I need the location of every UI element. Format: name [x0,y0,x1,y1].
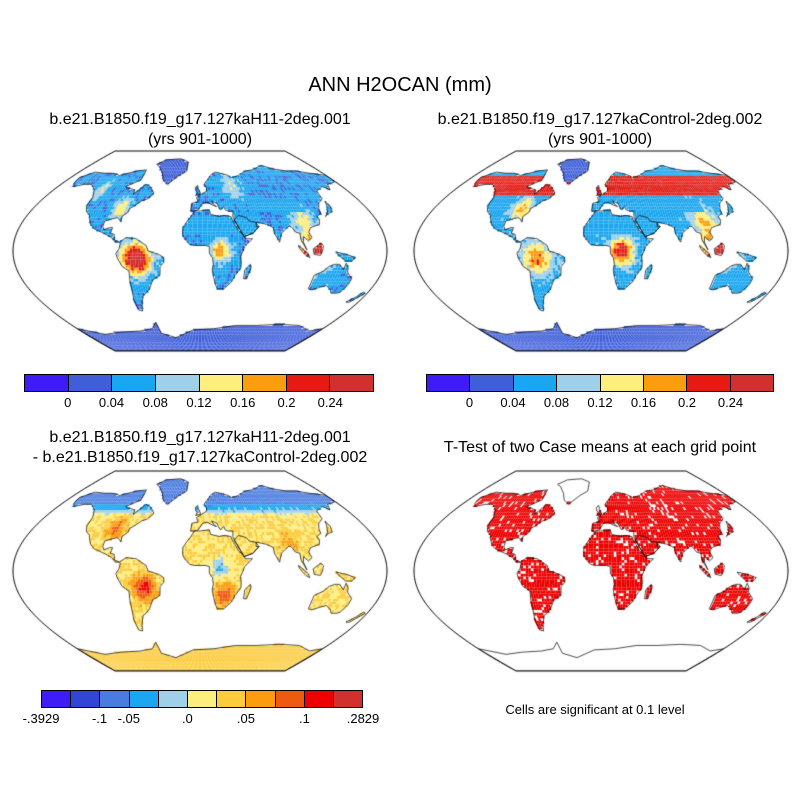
case-colorbar [24,374,374,392]
colorbar-tick-label: 0.12 [186,395,212,410]
colorbar-swatch [42,691,72,707]
control-years: (yrs 901-1000) [547,131,653,148]
colorbar-tick-label: 0.08 [543,395,570,410]
colorbar-swatch [275,691,305,707]
difference-colorbar [41,690,363,708]
colorbar-swatch [25,375,69,391]
case-name: b.e21.B1850.f19_g17.127kaH11-2deg.001 [49,111,351,128]
colorbar-tick-label: .05 [236,711,255,726]
difference-panel-title: b.e21.B1850.f19_g17.127kaH11-2deg.001 - … [0,428,400,468]
colorbar-swatch [643,375,688,391]
colorbar-swatch [187,691,218,707]
colorbar-tick-label: 0.16 [630,395,657,410]
colorbar-swatch [687,375,731,391]
colorbar-tick-label: -.05 [117,711,141,726]
significance-note: Cells are significant at 0.1 level [505,702,685,717]
colorbar-swatch [155,375,200,391]
difference-line1: b.e21.B1850.f19_g17.127kaH11-2deg.001 [49,429,351,446]
colorbar-swatch [730,375,773,391]
colorbar-swatch [71,691,101,707]
colorbar-tick-label: 0.24 [717,395,744,410]
colorbar-tick-label: 0.2 [677,395,697,410]
colorbar-swatch [600,375,644,391]
colorbar-swatch [129,691,159,707]
colorbar-tick-label: 0.24 [317,395,343,410]
colorbar-tick-label: -.3929 [22,711,60,726]
colorbar-swatch [427,375,471,391]
colorbar-swatch [158,691,188,707]
colorbar-swatch [217,691,247,707]
colorbar-tick-label: .1 [299,711,310,726]
main-title: ANN H2OCAN (mm) [308,74,492,96]
colorbar-tick-label: -.1 [91,711,108,726]
colorbar-swatch [286,375,331,391]
colorbar-swatch [246,691,276,707]
colorbar-tick-label: 0 [465,395,474,410]
colorbar-swatch [199,375,244,391]
control-name: b.e21.B1850.f19_g17.127kaControl-2deg.00… [437,111,763,128]
colorbar-swatch [557,375,601,391]
colorbar-swatch [513,375,558,391]
colorbar-swatch [68,375,113,391]
ttest-panel-title: T-Test of two Case means at each grid po… [400,438,800,458]
colorbar-tick-label: 0.2 [277,395,296,410]
case-years: (yrs 901-1000) [147,131,253,148]
colorbar-swatch [304,691,334,707]
case-panel-title: b.e21.B1850.f19_g17.127kaH11-2deg.001 (y… [0,110,400,150]
colorbar-swatch [100,691,130,707]
colorbar-swatch [112,375,156,391]
control-colorbar [426,374,774,392]
colorbar-swatch [243,375,287,391]
colorbar-tick-label: .2829 [346,711,380,726]
colorbar-tick-label: 0.04 [98,395,125,410]
control-panel-title: b.e21.B1850.f19_g17.127kaControl-2deg.00… [400,110,800,150]
colorbar-tick-label: 0.12 [587,395,613,410]
colorbar-swatch [330,375,373,391]
colorbar-tick-label: 0.04 [500,395,526,410]
colorbar-tick-label: 0.16 [230,395,256,410]
colorbar-tick-label: 0.08 [142,395,168,410]
colorbar-swatch [333,691,363,707]
colorbar-swatch [470,375,514,391]
difference-line2: - b.e21.B1850.f19_g17.127kaControl-2deg.… [32,449,368,466]
ttest-title: T-Test of two Case means at each grid po… [443,439,757,456]
colorbar-tick-label: 0 [64,395,72,410]
colorbar-tick-label: .0 [181,711,193,726]
